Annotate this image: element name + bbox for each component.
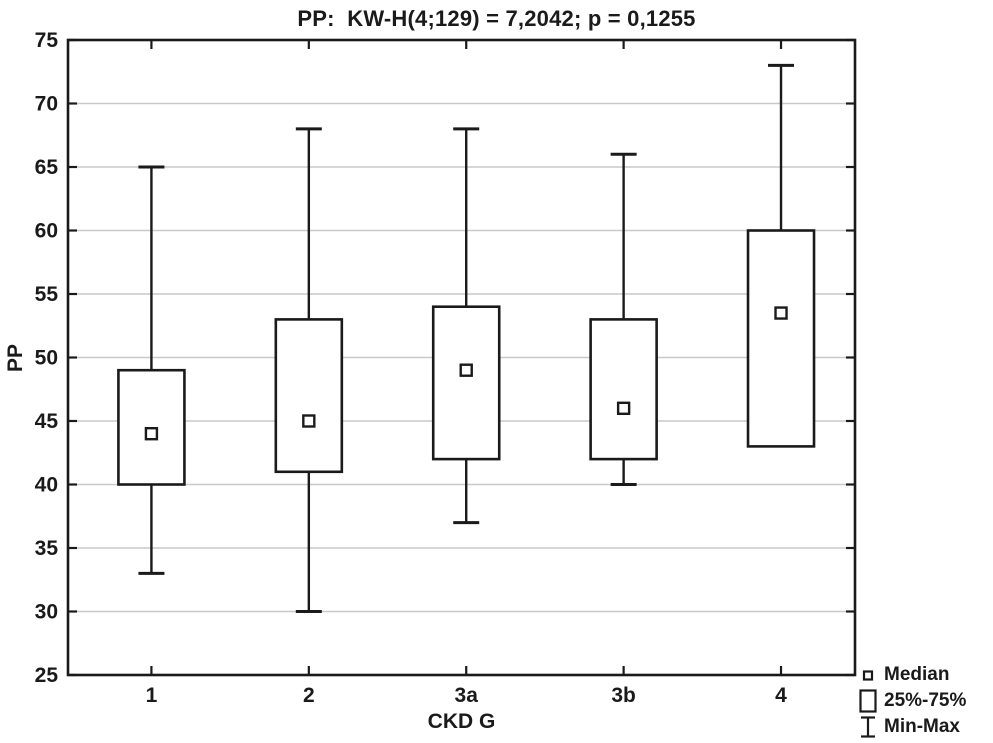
- legend-label-minmax: Min-Max: [884, 716, 960, 737]
- median-marker: [616, 401, 631, 415]
- x-tick-label: 1: [146, 684, 158, 707]
- plot-frame: [66, 38, 857, 677]
- median-square-icon: [862, 670, 874, 681]
- y-tick-label: 75: [35, 29, 59, 52]
- legend-item-minmax: Min-Max: [857, 714, 966, 740]
- y-tick-label: 50: [35, 347, 58, 370]
- y-axis-label: PP: [4, 344, 27, 373]
- y-tick-label: 60: [35, 220, 58, 243]
- y-tick-label: 55: [35, 283, 59, 306]
- legend-label-median: Median: [884, 664, 950, 685]
- iqr-box: [431, 305, 501, 461]
- y-tick-label: 65: [35, 156, 59, 179]
- chart-title: PP: KW-H(4;129) = 7,2042; p = 0,1255: [297, 6, 696, 31]
- x-axis-label: CKD G: [427, 710, 496, 733]
- iqr-box: [274, 318, 344, 474]
- legend-label-iqr: 25%-75%: [884, 690, 967, 711]
- x-tick-label: 2: [303, 684, 315, 707]
- median-marker: [144, 427, 159, 441]
- y-tick-label: 35: [35, 537, 59, 560]
- y-tick-label: 70: [35, 93, 58, 116]
- x-tick-label: 3b: [611, 684, 636, 707]
- x-tick-label: 4: [775, 684, 787, 707]
- legend-item-median: Median: [857, 662, 966, 688]
- minmax-whisker-icon: [861, 716, 875, 738]
- median-marker: [774, 306, 788, 320]
- iqr-box: [746, 229, 816, 448]
- legend: Median 25%-75% Min-Max: [857, 662, 966, 740]
- y-tick-label: 25: [35, 664, 59, 687]
- y-tick-label: 45: [35, 410, 59, 433]
- x-tick-label: 3a: [455, 684, 479, 707]
- median-marker: [459, 363, 473, 377]
- iqr-box: [589, 318, 658, 461]
- legend-item-iqr: 25%-75%: [857, 688, 966, 714]
- y-tick-label: 30: [35, 601, 58, 624]
- y-tick-label: 40: [35, 474, 58, 497]
- median-marker: [302, 414, 316, 428]
- iqr-box-icon: [859, 689, 877, 713]
